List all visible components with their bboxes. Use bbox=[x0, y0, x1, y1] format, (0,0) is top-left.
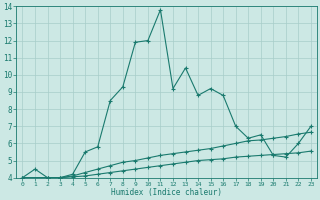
X-axis label: Humidex (Indice chaleur): Humidex (Indice chaleur) bbox=[111, 188, 222, 197]
